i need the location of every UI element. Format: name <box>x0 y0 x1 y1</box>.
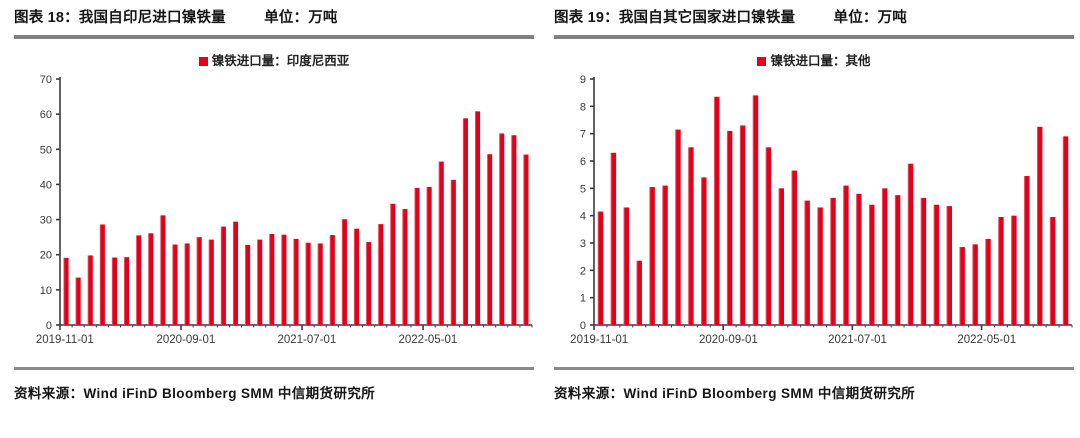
svg-text:10: 10 <box>40 285 52 297</box>
svg-text:2020-09-01: 2020-09-01 <box>156 334 215 346</box>
figure-sources: 资料来源：Wind iFinD Bloomberg SMM 中信期货研究所 资料… <box>0 370 1080 402</box>
figure-19-title: 图表 19：我国自其它国家进口镍铁量 单位：万吨 <box>554 0 1074 35</box>
figure-18-plot-svg: 0 10 20 30 40 50 60 70 2019-11-01 2020-09-01 2021-… <box>36 74 533 346</box>
svg-text:2022-05-01: 2022-05-01 <box>957 334 1016 346</box>
figure-18-chart-area: 镍铁进口量：印度尼西亚 0 10 20 30 40 50 60 70 2019-11-01 202… <box>14 39 534 361</box>
svg-text:2022-05-01: 2022-05-01 <box>399 334 458 346</box>
figure-19-legend: 镍铁进口量：其他 <box>554 39 1074 71</box>
svg-text:6: 6 <box>580 156 586 168</box>
svg-text:60: 60 <box>40 109 52 121</box>
figure-18-source: 资料来源：Wind iFinD Bloomberg SMM 中信期货研究所 <box>14 386 376 401</box>
figure-19-plot: 0 1 2 3 4 5 6 7 8 9 2019-11-01 2020-09-01 2021-07-01… <box>554 71 1074 361</box>
figure-panel-18: 图表 18：我国自印尼进口镍铁量 单位：万吨 镍铁进口量：印度尼西亚 0 10 20… <box>0 0 540 370</box>
svg-text:2019-11-01: 2019-11-01 <box>36 334 94 346</box>
svg-text:0: 0 <box>580 320 586 332</box>
figure-panels: 图表 18：我国自印尼进口镍铁量 单位：万吨 镍铁进口量：印度尼西亚 0 10 20… <box>0 0 1080 370</box>
figure-19-unit: 单位：万吨 <box>833 10 907 26</box>
figure-18-legend-label: 镍铁进口量：印度尼西亚 <box>211 54 350 68</box>
svg-text:2: 2 <box>580 265 586 277</box>
svg-text:0: 0 <box>46 320 52 332</box>
figure-19-title-text: 图表 19：我国自其它国家进口镍铁量 <box>554 10 796 26</box>
figure-18-legend: 镍铁进口量：印度尼西亚 <box>14 39 534 71</box>
svg-text:50: 50 <box>40 144 52 156</box>
figure-18-footer-rule <box>14 367 534 370</box>
svg-text:2021-07-01: 2021-07-01 <box>828 334 887 346</box>
svg-text:8: 8 <box>580 101 586 113</box>
svg-text:70: 70 <box>40 74 52 86</box>
svg-text:7: 7 <box>580 129 586 141</box>
svg-text:3: 3 <box>580 238 586 250</box>
svg-text:2021-07-01: 2021-07-01 <box>277 334 336 346</box>
svg-text:1: 1 <box>580 293 586 305</box>
figure-panel-19: 图表 19：我国自其它国家进口镍铁量 单位：万吨 镍铁进口量：其他 0 1 2 3 4 5… <box>540 0 1080 370</box>
svg-text:20: 20 <box>40 250 52 262</box>
figure-19-title-rule <box>554 35 1074 39</box>
legend-swatch-icon <box>757 57 767 66</box>
svg-text:2020-09-01: 2020-09-01 <box>699 334 758 346</box>
figure-19-chart-area: 镍铁进口量：其他 0 1 2 3 4 5 6 7 8 9 2019-11-01 2020-09-01 2… <box>554 39 1074 361</box>
svg-text:40: 40 <box>40 179 52 191</box>
svg-text:4: 4 <box>580 211 586 223</box>
figure-19-plot-svg: 0 1 2 3 4 5 6 7 8 9 2019-11-01 2020-09-01 2021-07-01… <box>570 74 1073 346</box>
svg-text:30: 30 <box>40 215 52 227</box>
svg-text:9: 9 <box>580 74 586 86</box>
figure-19-source: 资料来源：Wind iFinD Bloomberg SMM 中信期货研究所 <box>554 386 916 401</box>
legend-swatch-icon <box>198 57 208 66</box>
svg-text:5: 5 <box>580 183 586 195</box>
figure-19-footer-rule <box>554 367 1074 370</box>
figure-19-legend-label: 镍铁进口量：其他 <box>770 54 871 68</box>
figure-18-title-rule <box>14 35 534 39</box>
figure-18-title-text: 图表 18：我国自印尼进口镍铁量 <box>14 10 226 26</box>
figure-18-title: 图表 18：我国自印尼进口镍铁量 单位：万吨 <box>14 0 534 35</box>
svg-text:2019-11-01: 2019-11-01 <box>570 334 628 346</box>
figure-18-unit: 单位：万吨 <box>264 10 338 26</box>
figure-18-plot: 0 10 20 30 40 50 60 70 2019-11-01 2020-09-01 2021-… <box>14 71 534 361</box>
